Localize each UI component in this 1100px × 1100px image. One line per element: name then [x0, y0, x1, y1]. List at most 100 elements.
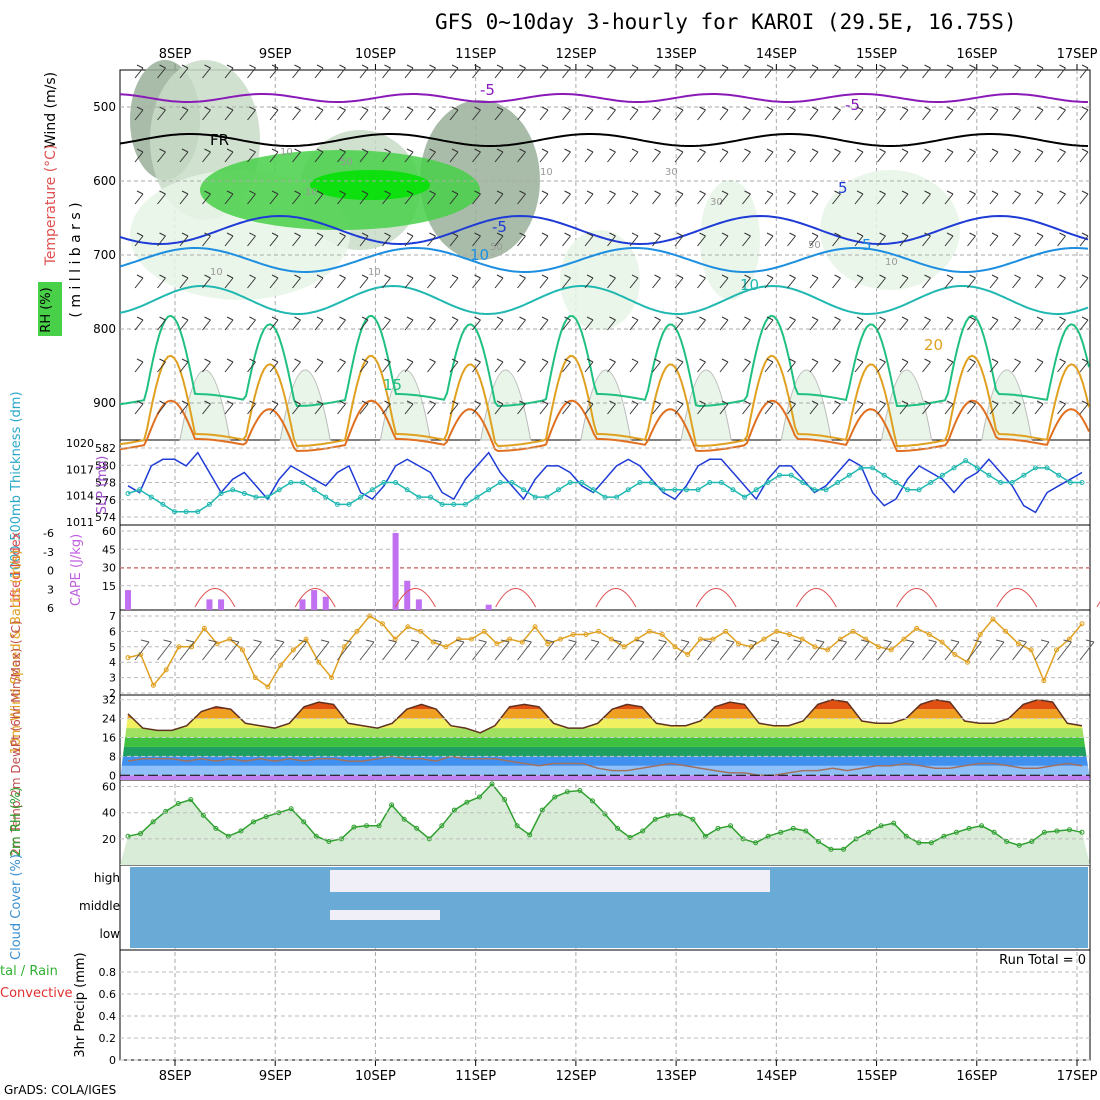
upper-wind-barb — [764, 316, 774, 331]
upper-wind-barb — [404, 358, 414, 373]
upper-wind-barb — [292, 106, 301, 121]
upper-wind-barb — [382, 274, 391, 289]
upper-wind-barb — [562, 148, 571, 163]
upper-wind-barb — [314, 106, 324, 121]
temp-contour-20 — [119, 314, 1090, 408]
upper-wind-barb — [674, 358, 684, 373]
wind-speed-line-marker — [786, 631, 792, 637]
rh-tick: 60 — [102, 781, 116, 794]
upper-wind-barb — [899, 358, 909, 373]
upper-wind-barb — [494, 358, 504, 373]
upper-wind-barb — [404, 106, 414, 121]
temp-color-band — [120, 718, 1090, 729]
upper-wind-barb — [224, 64, 234, 79]
lifted-index-line — [795, 588, 837, 608]
upper-wind-barb — [157, 64, 166, 79]
upper-wind-barb — [584, 400, 594, 415]
surface-wind-barb — [787, 639, 802, 661]
upper-wind-barb — [247, 316, 256, 331]
wind-speed-line-marker — [1054, 647, 1060, 653]
surface-wind-barb — [337, 639, 352, 661]
thickness-line-marker — [835, 480, 841, 485]
wind-speed-line-marker — [965, 659, 971, 665]
upper-wind-barb — [944, 190, 954, 205]
upper-wind-barb — [202, 400, 211, 415]
upper-wind-barb — [134, 400, 144, 415]
thickness-line-marker — [230, 487, 236, 493]
temp-tick: 16 — [102, 732, 116, 745]
upper-wind-barb — [854, 316, 864, 331]
upper-wind-barb — [404, 190, 414, 205]
thickness-line-marker — [870, 465, 876, 471]
upper-wind-barb — [989, 190, 999, 205]
upper-wind-barb — [719, 232, 729, 247]
rh-area — [120, 783, 1090, 865]
upper-wind-barb — [989, 148, 999, 163]
upper-wind-barb — [742, 316, 751, 331]
cloud-level-label: low — [100, 927, 121, 941]
upper-wind-barb — [742, 148, 751, 163]
thickness-line-marker — [777, 472, 783, 478]
thickness-line-marker — [253, 494, 259, 500]
upper-wind-barb — [337, 358, 346, 373]
upper-wind-barb — [877, 64, 886, 79]
upper-wind-barb — [269, 316, 279, 331]
grads-credit: GrADS: COLA/IGES — [4, 1083, 117, 1097]
upper-wind-barb — [472, 400, 481, 415]
wind-speed-line-marker — [341, 644, 347, 650]
upper-wind-barb — [629, 148, 639, 163]
upper-wind-barb — [652, 148, 661, 163]
upper-wind-barb — [269, 190, 279, 205]
surface-wind-barb — [944, 639, 960, 661]
upper-wind-barb — [427, 358, 436, 373]
upper-wind-barb — [629, 190, 639, 205]
thickness-line-marker — [590, 487, 596, 493]
wind-speed-line-marker — [672, 644, 678, 650]
thickness-line-marker — [346, 501, 352, 507]
wind-speed-line-marker — [418, 628, 424, 634]
upper-wind-barb — [697, 232, 706, 247]
upper-wind-barb — [404, 232, 414, 247]
upper-wind-barb — [449, 316, 459, 331]
lifted-index-line — [194, 588, 236, 608]
upper-wind-barb — [584, 148, 594, 163]
thickness-line-marker — [393, 480, 399, 485]
upper-wind-barb — [652, 274, 661, 289]
surface-wind-barb — [742, 639, 757, 661]
upper-wind-barb — [764, 400, 774, 415]
rh-line-marker — [414, 825, 420, 831]
upper-wind-barb — [337, 148, 346, 163]
temp-contour-25 — [119, 354, 1090, 448]
upper-wind-barb — [247, 400, 256, 415]
precip-tick: 0.4 — [99, 1010, 117, 1023]
upper-wind-barb — [517, 148, 526, 163]
panel-frame-pr — [119, 949, 1091, 1061]
thickness-line-marker — [811, 487, 817, 493]
upper-wind-barb — [157, 400, 166, 415]
upper-wind-barb — [697, 316, 706, 331]
upper-wind-barb — [787, 64, 796, 79]
temp-color-band — [120, 699, 1090, 710]
upper-wind-barb — [674, 316, 684, 331]
upper-wind-barb — [719, 316, 729, 331]
upper-wind-barb — [337, 190, 346, 205]
upper-wind-barb — [1079, 316, 1089, 331]
upper-wind-barb — [922, 316, 931, 331]
wind-speed-line-marker — [545, 641, 551, 647]
upper-wind-barb — [1012, 64, 1021, 79]
wind-speed-line — [127, 615, 1083, 688]
rh-line-marker — [401, 816, 407, 822]
upper-wind-barb — [832, 400, 841, 415]
thickness-axis-label: 1000-500mb Thickness (dm) — [9, 391, 24, 578]
upper-wind-barb — [404, 274, 414, 289]
upper-wind-barb — [427, 106, 436, 121]
upper-wind-barb — [764, 148, 774, 163]
upper-wind-barb — [202, 232, 211, 247]
upper-wind-barb — [607, 400, 616, 415]
upper-wind-barb — [134, 232, 144, 247]
surface-wind-barb — [877, 639, 892, 661]
upper-wind-barb — [674, 232, 684, 247]
surface-wind-barb — [134, 639, 150, 661]
top-date-label: 12SEP — [555, 47, 596, 62]
upper-wind-barb — [899, 232, 909, 247]
